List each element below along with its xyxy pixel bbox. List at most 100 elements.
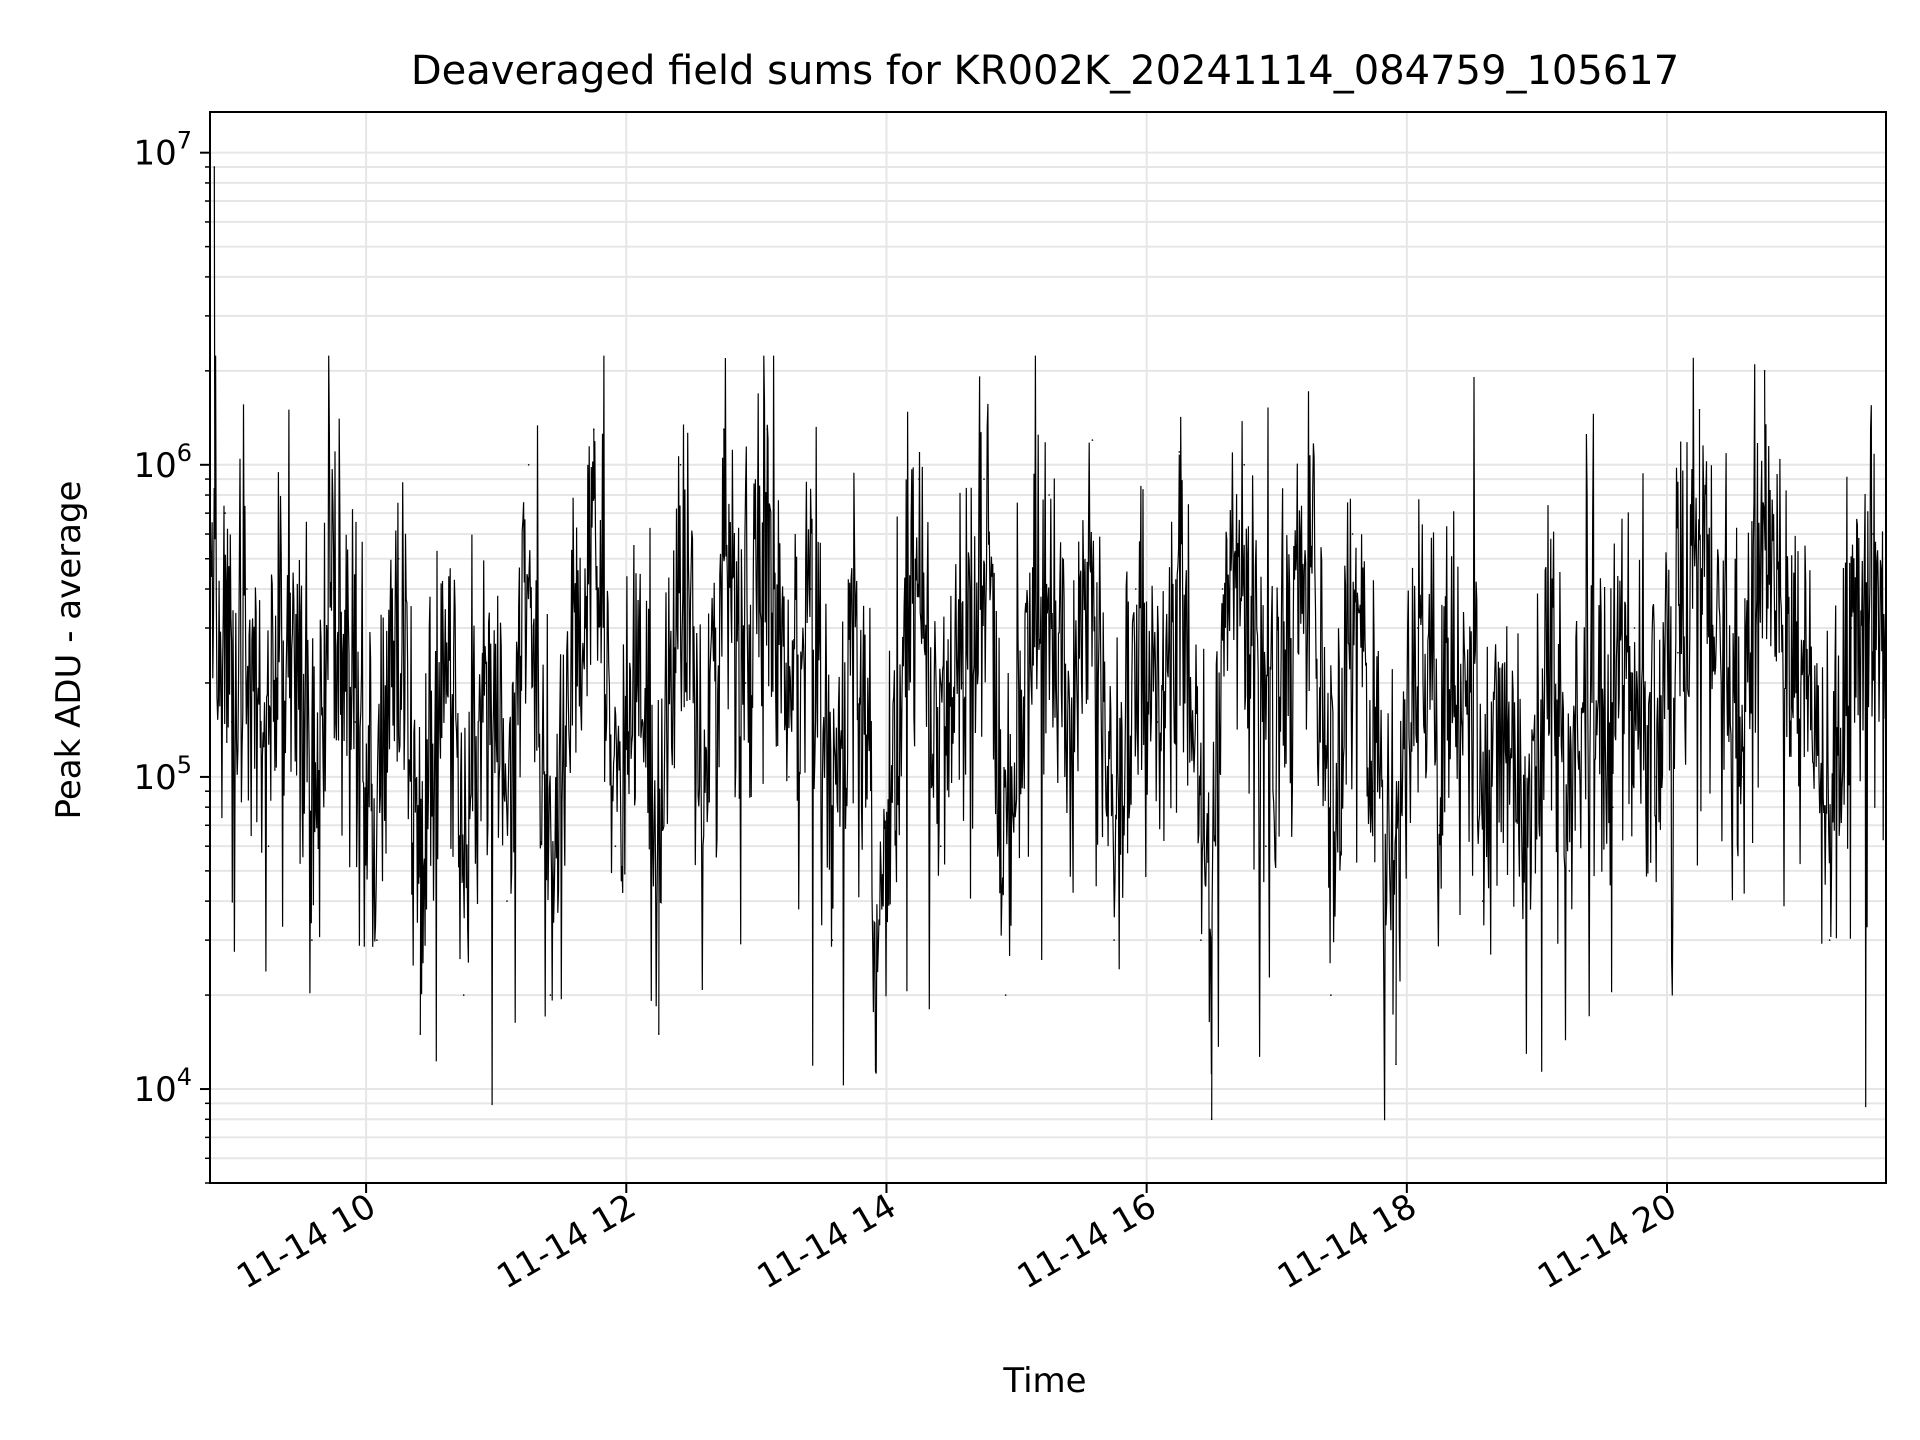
data-point <box>1221 588 1224 590</box>
y-tick-label-exponent: 5 <box>177 751 192 779</box>
data-point <box>289 627 292 629</box>
data-point <box>419 1033 422 1035</box>
data-point <box>230 721 233 723</box>
data-point <box>961 682 964 684</box>
data-point <box>1416 627 1419 629</box>
data-point <box>831 939 834 941</box>
data-point <box>1286 627 1289 629</box>
data-point <box>1547 682 1549 684</box>
data-point <box>246 588 248 590</box>
data-point <box>1308 464 1311 466</box>
data-point <box>1655 776 1657 778</box>
data-point <box>1265 845 1267 847</box>
chart-title: Deaveraged field sums for KR002K_2024111… <box>411 48 1679 94</box>
data-point <box>484 682 487 684</box>
data-point <box>571 627 573 629</box>
data-point <box>1785 627 1788 629</box>
data-point <box>397 558 400 560</box>
data-point <box>744 682 747 684</box>
data-point <box>766 428 768 431</box>
data-point <box>527 464 530 466</box>
y-tick-label-exponent: 7 <box>177 127 192 155</box>
data-point <box>1807 721 1809 723</box>
data-point <box>701 900 703 902</box>
data-point <box>215 588 218 590</box>
data-point <box>267 845 270 847</box>
data-point <box>1698 409 1701 411</box>
data-point <box>1026 627 1029 629</box>
data-point <box>1395 1063 1397 1066</box>
data-point <box>1156 721 1159 723</box>
x-axis-label: Time <box>1002 1361 1086 1401</box>
data-point <box>1525 994 1527 996</box>
data-point <box>593 428 595 431</box>
data-point <box>1438 824 1441 827</box>
data-point <box>332 588 335 590</box>
data-point <box>723 428 725 431</box>
data-point <box>311 939 313 941</box>
data-point <box>896 776 899 778</box>
y-tick-label: 106 <box>133 439 192 486</box>
data-point <box>220 682 222 684</box>
y-tick-label-base: 10 <box>133 134 176 174</box>
data-point <box>939 845 942 847</box>
data-point <box>1373 790 1376 792</box>
y-tick-label-base: 10 <box>133 1070 176 1110</box>
data-point <box>1210 1118 1213 1121</box>
data-point <box>1481 900 1484 902</box>
y-tick-label-base: 10 <box>133 446 176 486</box>
data-point <box>441 588 443 590</box>
y-tick-label: 107 <box>133 127 192 174</box>
data-point <box>679 464 682 466</box>
data-point <box>1503 721 1506 723</box>
data-point <box>1612 806 1614 808</box>
series-line <box>209 166 1887 1121</box>
data-point <box>1720 682 1722 684</box>
data-point <box>462 994 465 996</box>
data-point <box>211 627 213 629</box>
data-point <box>1330 994 1332 996</box>
data-point <box>658 1033 660 1035</box>
data-point <box>1200 939 1202 941</box>
plot-frame <box>209 111 1887 1184</box>
y-axis-label: Peak ADU - average <box>49 481 89 820</box>
data-point <box>1828 939 1831 941</box>
y-tick-label-exponent: 4 <box>177 1063 192 1091</box>
data-point <box>1568 870 1571 872</box>
data-point <box>1178 451 1180 453</box>
data-point <box>1004 994 1007 996</box>
data-point <box>983 478 985 480</box>
data-point <box>1135 588 1137 590</box>
data-point <box>1243 464 1245 466</box>
data-point <box>224 512 226 514</box>
data-point <box>1048 494 1050 496</box>
data-point <box>1113 939 1115 941</box>
data-point <box>549 994 552 996</box>
series-layer <box>209 166 1887 1121</box>
y-tick-label: 105 <box>133 751 192 798</box>
data-point <box>636 682 638 684</box>
grid <box>210 112 1886 1184</box>
data-point <box>1850 627 1853 629</box>
data-point <box>1351 533 1354 535</box>
data-point <box>1590 651 1592 654</box>
data-point <box>1633 627 1636 629</box>
y-tick-label: 104 <box>133 1063 192 1110</box>
y-tick-label-exponent: 6 <box>177 439 192 467</box>
data-point <box>614 845 617 847</box>
data-point <box>1091 439 1094 441</box>
data-point <box>213 166 216 168</box>
data-point <box>354 721 357 723</box>
data-point <box>809 588 812 590</box>
data-point <box>918 478 920 480</box>
data-point <box>1460 682 1462 684</box>
y-tick-label-base: 10 <box>133 758 176 798</box>
data-point <box>376 939 378 941</box>
data-point <box>1677 651 1679 654</box>
data-point <box>853 533 855 535</box>
data-point <box>874 1063 877 1066</box>
data-point <box>506 900 508 902</box>
data-point <box>1872 533 1874 535</box>
